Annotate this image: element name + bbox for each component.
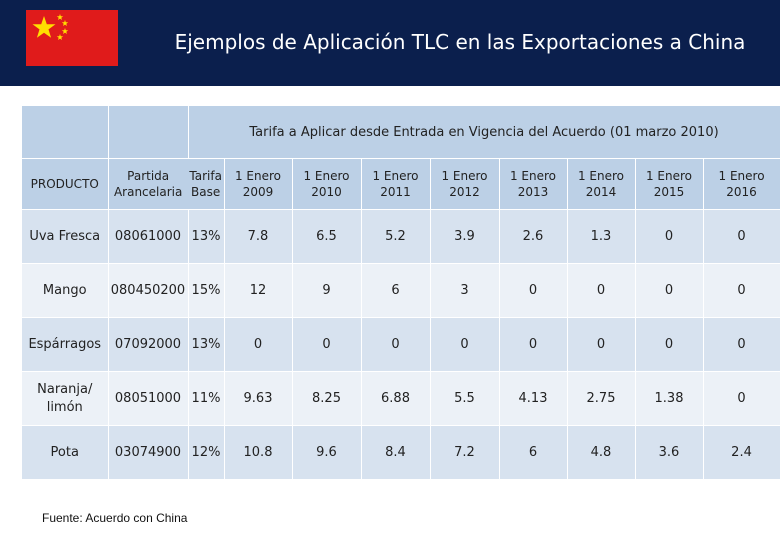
- cell-tarifa: 12%: [188, 425, 225, 480]
- header-year: 1 Enero 2012: [430, 158, 500, 210]
- cell-producto: Mango: [22, 263, 109, 318]
- header-partida-tarifa: Partida Arancelaria Tarifa Base: [108, 158, 225, 210]
- cell-value: 1.3: [567, 209, 636, 264]
- table-row: Pota 03074900 12% 10.8 9.6 8.4 7.2 6 4.8…: [22, 425, 780, 480]
- table-row: Espárragos 07092000 13% 0 0 0 0 0 0 0 0: [22, 317, 780, 372]
- table-row: Naranja/ limón 08051000 11% 9.63 8.25 6.…: [22, 371, 780, 426]
- cell-value: 0: [430, 317, 500, 372]
- header-year: 1 Enero 2009: [224, 158, 293, 210]
- header-year: 1 Enero 2015: [635, 158, 704, 210]
- cell-value: 0: [567, 317, 636, 372]
- cell-value: 6.5: [292, 209, 362, 264]
- cell-producto: Naranja/ limón: [22, 371, 109, 426]
- cell-value: 0: [635, 317, 704, 372]
- cell-value: 10.8: [224, 425, 293, 480]
- source-note: Fuente: Acuerdo con China: [42, 511, 188, 525]
- header-partida-line1: Partida: [127, 169, 170, 183]
- cell-producto: Espárragos: [22, 317, 109, 372]
- cell-partida: 08061000: [108, 209, 189, 264]
- cell-value: 9: [292, 263, 362, 318]
- cell-value: 9.6: [292, 425, 362, 480]
- header-year: 1 Enero 2014: [567, 158, 636, 210]
- cell-tarifa: 15%: [188, 263, 225, 318]
- cell-partida: 03074900: [108, 425, 189, 480]
- cell-value: 7.8: [224, 209, 293, 264]
- cell-partida: 080450200: [108, 263, 189, 318]
- cell-value: 6.88: [361, 371, 431, 426]
- page-title: Ejemplos de Aplicación TLC en las Export…: [174, 30, 746, 54]
- cell-value: 6: [499, 425, 568, 480]
- cell-value: 4.8: [567, 425, 636, 480]
- cell-value: 0: [224, 317, 293, 372]
- cell-value: 3: [430, 263, 500, 318]
- cell-value: 3.9: [430, 209, 500, 264]
- cell-value: 0: [292, 317, 362, 372]
- header-year: 1 Enero 2011: [361, 158, 431, 210]
- cell-value: 0: [567, 263, 636, 318]
- cell-producto: Pota: [22, 425, 109, 480]
- cell-value: 0: [499, 317, 568, 372]
- cell-value: 0: [703, 263, 780, 318]
- tariff-table: Tarifa a Aplicar desde Entrada en Vigenc…: [22, 106, 780, 480]
- cell-value: 9.63: [224, 371, 293, 426]
- cell-value: 8.4: [361, 425, 431, 480]
- cell-value: 0: [361, 317, 431, 372]
- cell-partida: 08051000: [108, 371, 189, 426]
- header-bar: [0, 0, 780, 84]
- cell-value: 2.4: [703, 425, 780, 480]
- cell-value: 6: [361, 263, 431, 318]
- cell-value: 7.2: [430, 425, 500, 480]
- cell-value: 4.13: [499, 371, 568, 426]
- china-flag-icon: [26, 10, 118, 66]
- cell-tarifa: 13%: [188, 317, 225, 372]
- cell-value: 0: [635, 263, 704, 318]
- header-year: 1 Enero 2016: [703, 158, 780, 210]
- header-year: 1 Enero 2010: [292, 158, 362, 210]
- blank-cell: [108, 106, 189, 159]
- table-row: Mango 080450200 15% 12 9 6 3 0 0 0 0: [22, 263, 780, 318]
- cell-value: 3.6: [635, 425, 704, 480]
- header-tarifa-line2: Base: [191, 185, 221, 199]
- cell-partida: 07092000: [108, 317, 189, 372]
- blank-cell: [22, 106, 109, 159]
- cell-value: 1.38: [635, 371, 704, 426]
- cell-value: 5.5: [430, 371, 500, 426]
- cell-value: 0: [499, 263, 568, 318]
- cell-value: 5.2: [361, 209, 431, 264]
- cell-tarifa: 11%: [188, 371, 225, 426]
- cell-value: 12: [224, 263, 293, 318]
- cell-value: 0: [703, 209, 780, 264]
- header-partida-line2: Arancelaria: [113, 185, 183, 199]
- cell-value: 0: [635, 209, 704, 264]
- cell-value: 8.25: [292, 371, 362, 426]
- header-divider: [0, 84, 780, 86]
- cell-value: 2.6: [499, 209, 568, 264]
- cell-tarifa: 13%: [188, 209, 225, 264]
- span-header: Tarifa a Aplicar desde Entrada en Vigenc…: [188, 106, 780, 159]
- cell-value: 0: [703, 371, 780, 426]
- header-tarifa-line1: Tarifa: [189, 169, 222, 183]
- cell-value: 0: [703, 317, 780, 372]
- header-producto: PRODUCTO: [22, 158, 109, 210]
- header-year: 1 Enero 2013: [499, 158, 568, 210]
- cell-producto: Uva Fresca: [22, 209, 109, 264]
- cell-value: 2.75: [567, 371, 636, 426]
- table-row: Uva Fresca 08061000 13% 7.8 6.5 5.2 3.9 …: [22, 209, 780, 264]
